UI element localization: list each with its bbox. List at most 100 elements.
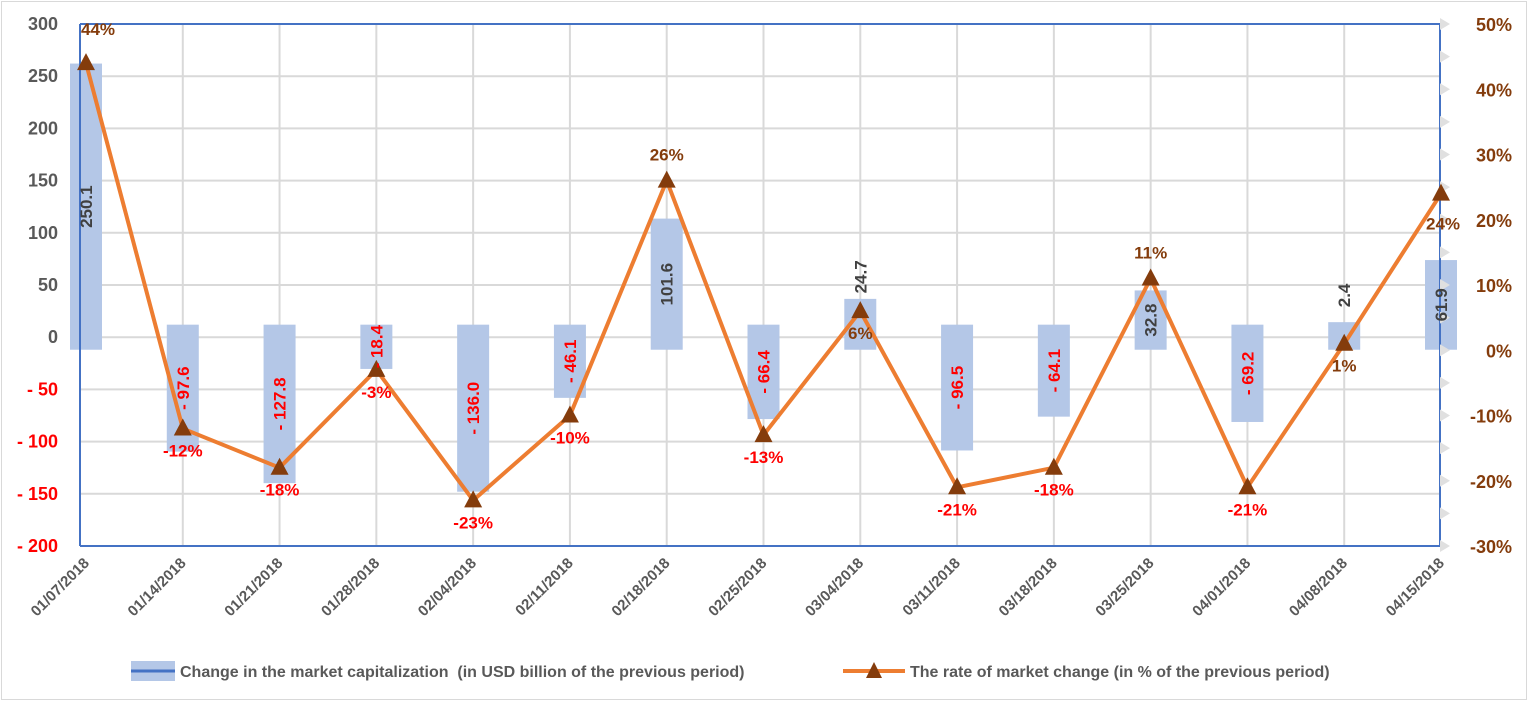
triangle-marker	[560, 405, 579, 423]
right-axis-tick-mark	[1440, 246, 1450, 259]
left-tick-label: 250	[28, 66, 58, 86]
rate-value-label: 6%	[848, 324, 873, 343]
x-tick-label: 02/25/2018	[705, 555, 770, 620]
data-labels: 250.1 - 97.6 - 127.8 - 18.4 - 136.0 - 46.1 101…	[77, 20, 1460, 532]
left-tick-label: - 200	[17, 536, 58, 556]
triangle-marker	[367, 359, 386, 377]
x-tick-label: 03/11/2018	[899, 555, 964, 620]
left-tick-label: 100	[28, 223, 58, 243]
triangle-marker	[464, 490, 483, 508]
x-tick-label: 02/04/2018	[415, 555, 480, 620]
x-tick-label: 01/28/2018	[318, 555, 383, 620]
bar	[1231, 324, 1264, 422]
right-axis-tick-mark	[1440, 148, 1450, 161]
bar	[941, 324, 974, 451]
left-tick-label: 150	[28, 171, 58, 191]
triangle-marker	[77, 53, 95, 71]
bar-value-label: 32.8	[1142, 304, 1161, 337]
triangle-marker	[754, 425, 773, 443]
bar-value-label: - 69.2	[1238, 352, 1257, 395]
bar-value-label: 61.9	[1432, 288, 1451, 321]
right-axis-tick-mark	[1440, 442, 1450, 455]
rate-value-label: -12%	[163, 442, 203, 461]
right-axis-tick-mark	[1440, 279, 1450, 291]
bar-value-label: 250.1	[77, 185, 96, 228]
right-tick-label: 10%	[1476, 276, 1512, 296]
rate-value-label: 44%	[81, 20, 115, 39]
right-axis-tick-mark	[1440, 344, 1450, 357]
right-tick-label: 20%	[1476, 211, 1512, 231]
right-tick-label: -30%	[1470, 537, 1512, 557]
left-tick-label: 0	[48, 327, 58, 347]
rate-value-label: 24%	[1426, 215, 1460, 234]
x-tick-label: 04/08/2018	[1286, 555, 1351, 620]
x-tick-label: 04/01/2018	[1189, 555, 1254, 620]
rate-value-label: -3%	[361, 383, 391, 402]
rate-value-label: -18%	[260, 481, 300, 500]
x-tick-label: 01/07/2018	[28, 555, 93, 620]
triangle-marker	[270, 457, 289, 475]
rate-value-label: 11%	[1134, 243, 1167, 262]
bar-value-label: - 46.1	[561, 340, 580, 383]
right-axis-tick-mark	[1440, 311, 1450, 324]
legend-line-label: The rate of market change (in % of the p…	[910, 664, 1330, 681]
bar-value-label: - 18.4	[367, 324, 386, 368]
x-tick-label: 01/21/2018	[221, 555, 286, 620]
rate-value-label: -10%	[550, 429, 590, 448]
right-axis-tick-mark	[1440, 409, 1450, 422]
triangle-marker	[1044, 457, 1063, 475]
bar	[70, 63, 102, 350]
triangle-marker	[851, 301, 870, 319]
line-series	[77, 53, 1450, 508]
x-tick-label: 04/15/2018	[1383, 555, 1448, 620]
bar-value-label: - 136.0	[464, 382, 483, 435]
triangle-marker	[948, 477, 967, 495]
bar	[1037, 324, 1070, 417]
axes	[79, 18, 1450, 552]
rate-value-label: -13%	[744, 448, 784, 467]
rate-value-label: -23%	[453, 513, 493, 532]
x-tick-label: 02/18/2018	[608, 555, 673, 620]
triangle-marker	[1432, 183, 1450, 201]
right-axis-tick-mark	[1440, 115, 1450, 128]
rate-value-label: -21%	[1228, 500, 1268, 519]
bar-value-label: - 96.5	[948, 366, 967, 409]
left-tick-label: 200	[28, 118, 58, 138]
triangle-marker	[657, 170, 676, 188]
rate-value-label: 26%	[650, 146, 684, 165]
bar-value-label: 101.6	[658, 263, 677, 306]
right-axis-tick-mark	[1440, 50, 1450, 63]
right-tick-label: -20%	[1470, 472, 1512, 492]
bar-value-label: - 127.8	[271, 377, 290, 430]
right-tick-label: -10%	[1470, 407, 1512, 427]
right-axis-tick-mark	[1440, 474, 1450, 487]
rate-value-label: 1%	[1332, 357, 1357, 376]
right-axis-tick-mark	[1440, 540, 1450, 552]
x-tick-label: 01/14/2018	[125, 555, 190, 620]
x-tick-label: 03/25/2018	[1092, 555, 1157, 620]
legend: Change in the market capitalization (in …	[131, 661, 1330, 681]
triangle-marker	[1141, 268, 1160, 286]
bar-value-label: - 66.4	[755, 350, 774, 394]
bar-value-label: - 97.6	[174, 366, 193, 409]
legend-bar-label: Change in the market capitalization (in …	[180, 664, 745, 681]
right-axis-tick-mark	[1440, 18, 1450, 30]
x-tick-label: 03/18/2018	[996, 555, 1061, 620]
right-tick-label: 30%	[1476, 146, 1512, 166]
right-tick-label: 0%	[1486, 341, 1512, 361]
bar	[650, 218, 683, 350]
right-tick-label: 40%	[1476, 80, 1512, 100]
rate-value-label: -18%	[1034, 481, 1074, 500]
triangle-marker	[173, 418, 192, 436]
left-tick-label: 300	[28, 14, 58, 34]
x-tick-label: 03/04/2018	[802, 555, 867, 620]
left-tick-label: 50	[38, 275, 58, 295]
right-axis-tick-mark	[1440, 376, 1450, 389]
left-tick-label: - 50	[27, 379, 58, 399]
left-tick-label: - 150	[17, 484, 58, 504]
left-tick-label: - 100	[17, 432, 58, 452]
bar-value-label: 2.4	[1335, 283, 1354, 307]
legend-triangle-marker	[866, 662, 882, 678]
